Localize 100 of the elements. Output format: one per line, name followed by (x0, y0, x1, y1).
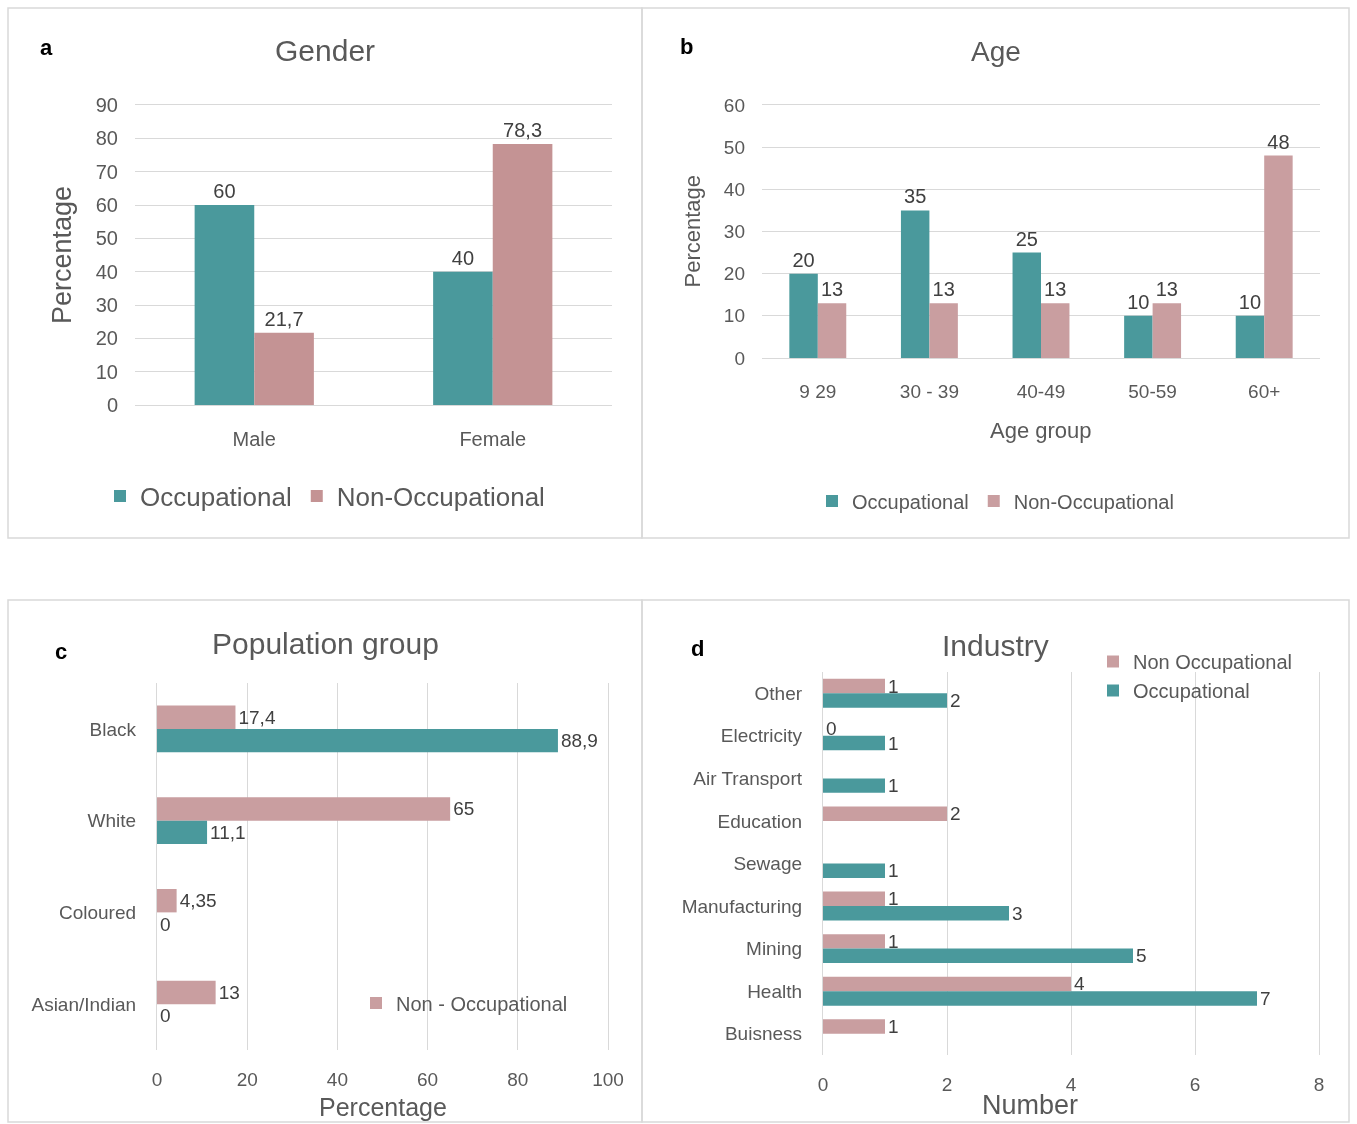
y-tick-label: Electricity (720, 725, 803, 747)
data-label: 13 (932, 278, 955, 301)
bar (1012, 252, 1041, 358)
data-label: 35 (904, 185, 927, 208)
data-label: 10 (1127, 290, 1150, 313)
data-label: 1 (888, 675, 899, 697)
y-tick-label: White (87, 810, 137, 832)
bar (254, 332, 314, 405)
y-tick-label: Coloured (58, 902, 137, 924)
bar (157, 705, 236, 729)
bar (823, 976, 1071, 992)
bar (194, 205, 255, 405)
y-tick-label: Air Transport (693, 768, 803, 790)
bar (823, 778, 885, 793)
data-label: 65 (453, 798, 475, 820)
x-tick-label: 60 (417, 1069, 439, 1090)
bar (1235, 315, 1265, 358)
text: a (40, 35, 53, 60)
bar (789, 273, 818, 358)
data-label: 2 (950, 690, 961, 712)
legend-label: Non Occupational (1133, 651, 1292, 674)
y-tick-label: Other (754, 682, 803, 704)
y-tick-label: 50 (95, 227, 118, 250)
y-tick-label: Health (747, 980, 803, 1002)
y-tick-label: 30 (723, 221, 745, 243)
y-tick-label: 50 (723, 136, 745, 158)
y-tick-label: 0 (106, 394, 118, 416)
data-label: 13 (1044, 278, 1067, 301)
data-label: 11,1 (210, 821, 246, 843)
bar (1041, 303, 1070, 358)
y-tick-label: Asian/Indian (31, 993, 137, 1015)
y-tick-label: 90 (95, 94, 118, 116)
data-label: 4,35 (179, 890, 217, 912)
y-tick-label: 10 (723, 305, 745, 327)
y-tick-label: 40 (723, 178, 745, 200)
data-label: 7 (1260, 987, 1271, 1009)
y-tick-label: 30 (95, 294, 118, 316)
data-label: 1 (888, 732, 899, 754)
bar (157, 980, 216, 1005)
bar (1152, 303, 1182, 358)
chart-title: Industry (942, 629, 1049, 662)
y-axis-title: Percentage (679, 174, 705, 288)
data-label: 0 (160, 1005, 171, 1027)
x-axis-title: Age group (990, 418, 1092, 443)
data-label: 78,3 (503, 119, 543, 141)
bar (823, 863, 885, 878)
data-label: 1 (888, 1015, 899, 1037)
chart-title: Age (971, 36, 1021, 67)
data-label: 17,4 (238, 706, 276, 728)
data-label: 1 (888, 775, 899, 797)
data-label: 48 (1267, 130, 1290, 153)
x-tick-label: 8 (1313, 1074, 1325, 1095)
data-label: 2 (950, 803, 961, 825)
data-label: 1 (888, 888, 899, 910)
y-tick-label: 0 (734, 347, 745, 369)
bar (433, 271, 493, 405)
data-label: 0 (826, 718, 837, 740)
x-tick-label: Male (232, 428, 276, 451)
bar (823, 906, 1009, 921)
data-label: 13 (1155, 278, 1178, 301)
y-tick-label: Buisness (724, 1023, 803, 1045)
y-tick-label: 10 (95, 360, 118, 383)
data-label: 13 (820, 278, 844, 301)
data-label: 40 (451, 246, 475, 269)
data-label: 1 (888, 930, 899, 952)
bar (157, 888, 177, 913)
bar (1124, 315, 1153, 358)
y-tick-label: Education (717, 810, 803, 832)
bar (1264, 155, 1293, 358)
bar (823, 948, 1133, 964)
bar (823, 693, 947, 708)
bar (823, 1019, 885, 1034)
y-tick-label: Black (89, 718, 137, 740)
text: d (691, 636, 705, 661)
y-tick-label: 20 (95, 327, 118, 350)
data-label: 21,7 (264, 307, 304, 330)
legend-label: Occupational (852, 490, 969, 513)
data-label: 5 (1136, 945, 1147, 967)
bar (823, 991, 1257, 1006)
legend-label: Occupational (140, 482, 292, 513)
data-label: 0 (160, 913, 171, 935)
bar (817, 303, 847, 358)
bar (823, 891, 885, 907)
chart-title: Gender (275, 34, 376, 67)
y-tick-label: 40 (95, 260, 118, 283)
x-tick-label: 40-49 (1016, 380, 1066, 402)
chart-title: Population group (212, 627, 439, 660)
legend-label: Non - Occupational (396, 992, 568, 1015)
data-label: 3 (1012, 902, 1023, 924)
x-tick-label: 9 29 (799, 380, 837, 402)
x-tick-label: 40 (326, 1069, 348, 1090)
bar (492, 144, 553, 405)
bar (157, 728, 558, 753)
data-label: 60 (213, 180, 236, 202)
bar (929, 303, 958, 358)
x-tick-label: 2 (941, 1074, 953, 1095)
data-label: 10 (1238, 290, 1262, 313)
x-tick-label: 0 (817, 1074, 829, 1095)
data-label: 4 (1074, 973, 1085, 995)
data-label: 13 (218, 981, 240, 1003)
